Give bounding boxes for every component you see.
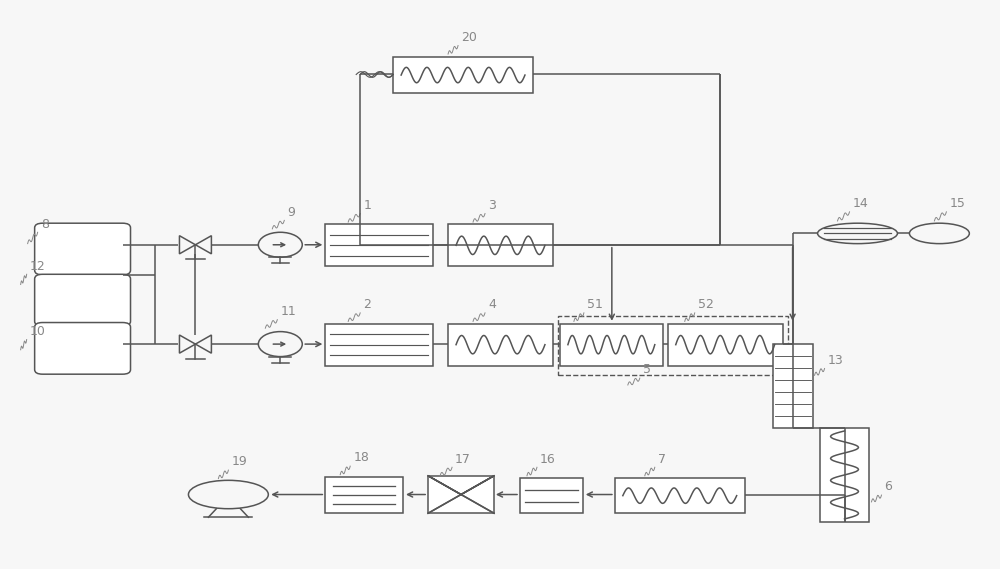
Text: 19: 19 xyxy=(231,455,247,468)
Text: 4: 4 xyxy=(488,298,496,311)
FancyBboxPatch shape xyxy=(35,223,131,275)
Text: 10: 10 xyxy=(30,325,46,338)
Text: 1: 1 xyxy=(363,199,371,212)
Bar xyxy=(773,344,813,428)
Bar xyxy=(558,316,788,376)
Bar xyxy=(428,476,494,513)
Text: 14: 14 xyxy=(853,197,868,210)
Text: 17: 17 xyxy=(455,452,471,465)
Bar xyxy=(393,57,533,93)
Text: 16: 16 xyxy=(540,452,556,465)
Text: 7: 7 xyxy=(658,452,666,465)
Text: 9: 9 xyxy=(287,205,295,218)
Bar xyxy=(448,324,553,366)
Text: 52: 52 xyxy=(698,298,714,311)
Text: 6: 6 xyxy=(884,480,892,493)
Bar xyxy=(820,428,869,522)
Bar xyxy=(560,324,663,366)
FancyBboxPatch shape xyxy=(35,274,131,326)
Bar xyxy=(325,324,433,366)
Text: 12: 12 xyxy=(30,259,45,273)
Bar xyxy=(615,478,745,513)
Bar xyxy=(668,324,783,366)
Bar xyxy=(325,477,403,513)
Text: 18: 18 xyxy=(353,451,369,464)
Bar xyxy=(448,224,553,266)
FancyBboxPatch shape xyxy=(35,323,131,374)
Text: 8: 8 xyxy=(41,217,49,230)
Text: 3: 3 xyxy=(488,199,496,212)
Bar xyxy=(325,224,433,266)
Text: 15: 15 xyxy=(949,197,965,210)
Text: 11: 11 xyxy=(280,305,296,318)
Bar xyxy=(520,478,583,513)
Text: 5: 5 xyxy=(643,364,651,377)
Text: 51: 51 xyxy=(587,298,603,311)
Text: 2: 2 xyxy=(363,298,371,311)
Text: 20: 20 xyxy=(461,31,477,44)
Text: 13: 13 xyxy=(828,354,843,367)
